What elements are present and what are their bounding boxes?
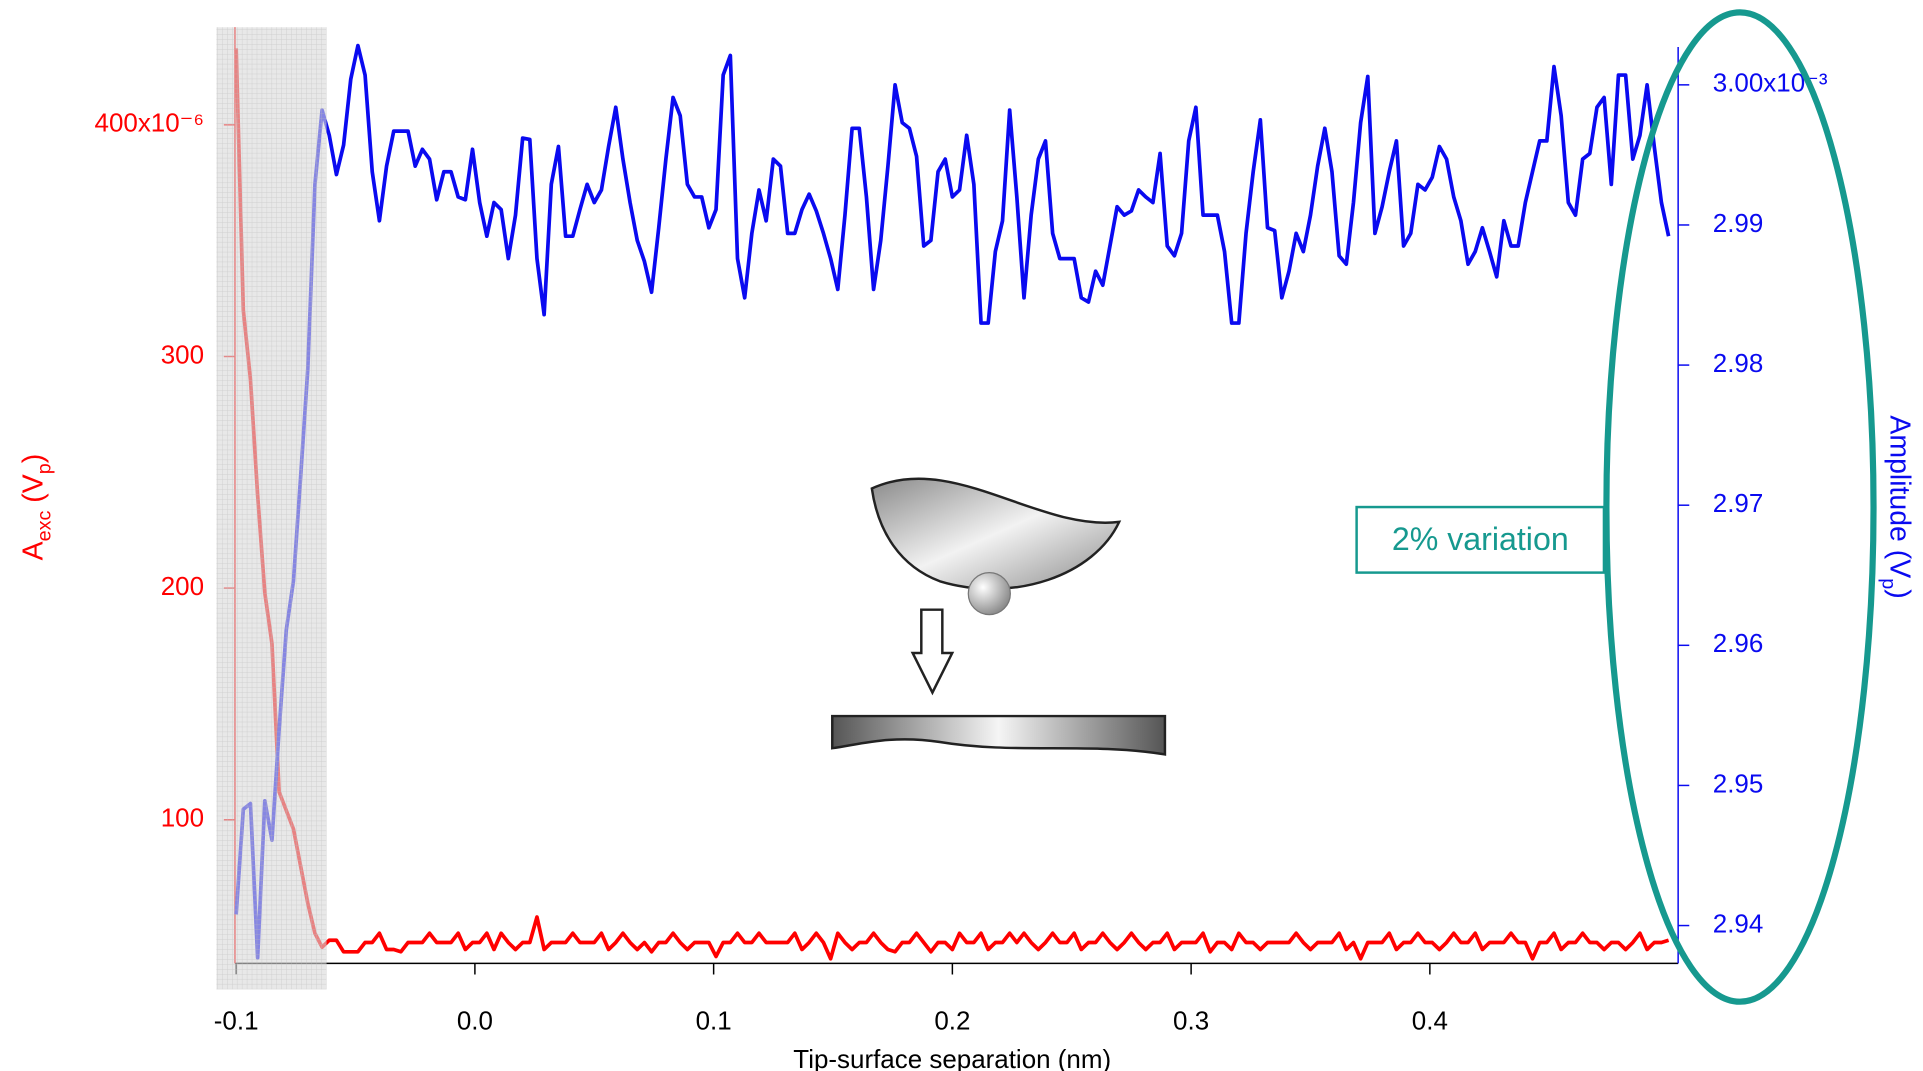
highlight-ellipse (1603, 9, 1877, 1005)
x-tick-label: 0.2 (934, 1006, 970, 1036)
x-tick-label: 0.3 (1173, 1006, 1209, 1036)
y2-axis-title: Amplitude (Vp) (1877, 415, 1916, 598)
data-line (234, 43, 1671, 960)
y2-tick-label: 2.97 (1713, 488, 1764, 518)
arrow (910, 608, 955, 696)
x-tick-label: -0.1 (214, 1006, 259, 1036)
y-tick-label: 100 (161, 803, 204, 833)
tip (967, 571, 1011, 616)
cantilever (870, 477, 1122, 590)
y-tick-label: 300 (161, 339, 204, 369)
annotation-box (1355, 505, 1606, 574)
surface (831, 714, 1167, 756)
schematic (831, 477, 1167, 756)
y-title-part: A (17, 541, 49, 560)
y-title-sub: exc (34, 510, 56, 541)
data-line (234, 48, 1670, 961)
y-title-part: (V (17, 474, 49, 510)
y2-tick-label: 2.96 (1713, 628, 1764, 658)
y-tick-label: 200 (161, 571, 204, 601)
y-title-sub: p (34, 463, 56, 474)
y2-title-part: Amplitude (V (1884, 415, 1916, 578)
x-tick-label: 0.0 (457, 1006, 493, 1036)
y2-title-part: ) (1884, 589, 1916, 598)
x-tick-label: 0.1 (696, 1006, 732, 1036)
y-title-part: ) (17, 454, 49, 463)
y-tick-label: 400x10⁻⁶ (95, 108, 205, 138)
y2-tick-label: 2.95 (1713, 768, 1764, 798)
x-tick-label: 0.4 (1412, 1006, 1448, 1036)
plot-area: -0.1 0.0 0.1 0.2 0.3 0.4 100 200 300 400x10⁻⁶ 2.94… (95, 27, 1828, 1036)
annotation: 2% variation (1392, 521, 1569, 557)
y2-tick-label: 2.94 (1713, 908, 1764, 938)
y-axis-title: Aexc (Vp) (17, 454, 56, 561)
x-axis-title: Tip-surface separation (nm) (793, 1044, 1111, 1071)
shaded-grid (216, 27, 327, 990)
y2-tick-label: 2.98 (1713, 348, 1764, 378)
y2-title-sub: p (1877, 578, 1899, 589)
y2-tick-label: 2.99 (1713, 208, 1764, 238)
